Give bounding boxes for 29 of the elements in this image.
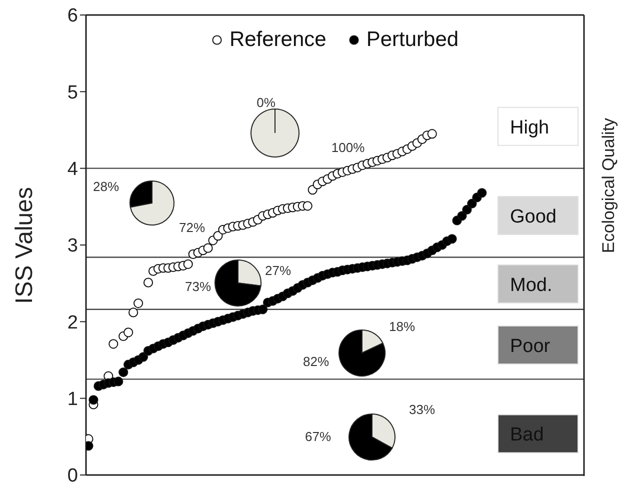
data-label: 82% [302,353,330,371]
annotation: Good [510,206,556,228]
y-tick-label: 5 [67,82,78,104]
legend-label: Perturbed [365,28,459,52]
pie-slice [348,414,393,460]
y-tick-label: 4 [67,159,78,180]
legend-label: Reference [228,28,326,52]
data-label: 18% [388,318,416,336]
data-label: 73% [184,278,212,296]
data-label: 67% [304,428,332,446]
annotation: Poor [510,336,551,357]
annotation: High [510,117,550,138]
pie-slice [130,180,174,226]
y-tick-label: 3 [67,236,78,257]
data-label: 72% [178,219,206,237]
y2-axis-title: Ecological Quality [599,117,618,254]
y-tick-label: 1 [67,389,78,410]
y-tick-label: 0 [67,466,78,485]
pie-slice [338,330,386,376]
annotation: Mod. [510,274,552,296]
data-label: 27% [264,262,292,280]
y-tick-label: 2 [67,312,78,334]
y-axis-title: ISS Values [11,187,38,304]
pie-slice [214,260,262,306]
y-tick-label: 6 [67,6,78,27]
text: 0% [256,95,276,110]
data-label: 33% [408,401,436,419]
data-label: 28% [92,178,120,196]
data-label: 100% [330,139,366,157]
